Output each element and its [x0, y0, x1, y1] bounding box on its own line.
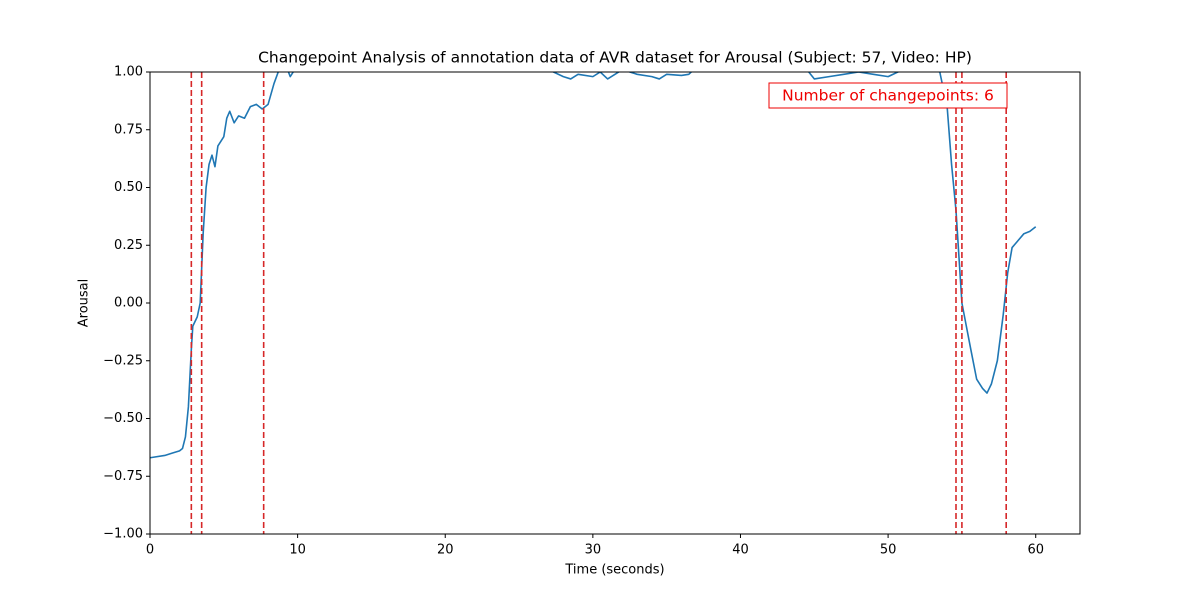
- annotation: Number of changepoints: 6: [782, 87, 994, 105]
- y-tick-label: 0.00: [114, 296, 143, 311]
- x-tick-label: 20: [437, 543, 454, 558]
- x-tick-label: 30: [585, 543, 602, 558]
- y-tick-label: 0.25: [114, 238, 143, 253]
- y-tick-label: 0.75: [114, 122, 143, 137]
- chart-title: Changepoint Analysis of annotation data …: [258, 49, 972, 67]
- plot-area: [150, 72, 1037, 534]
- x-tick-label: 0: [146, 543, 154, 558]
- ticks: 0 10 20 30 40 50 60 −1.00 −0.75 −0.50 −0.25 0.00 0.2…: [103, 65, 1044, 558]
- y-tick-label: −0.75: [103, 469, 143, 484]
- data-line: [150, 72, 1037, 459]
- y-tick-label: −1.00: [103, 527, 143, 542]
- x-tick-label: 60: [1027, 543, 1044, 558]
- y-tick-label: 0.50: [114, 180, 143, 195]
- annotation-box: [768, 82, 1008, 109]
- x-axis-label: Time (seconds): [564, 563, 664, 578]
- x-tick-label: 10: [289, 543, 306, 558]
- y-tick-label: −0.25: [103, 353, 143, 368]
- y-tick-label: 1.00: [114, 65, 143, 80]
- x-tick-label: 50: [880, 543, 897, 558]
- y-tick-label: −0.50: [103, 411, 143, 426]
- y-axis-label: Arousal: [77, 279, 92, 328]
- axes-frame: [149, 71, 1081, 535]
- x-tick-label: 40: [732, 543, 749, 558]
